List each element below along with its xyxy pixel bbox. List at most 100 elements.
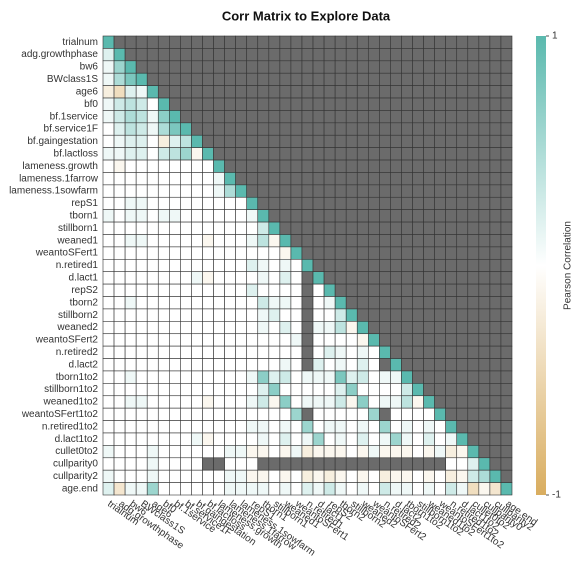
cell bbox=[169, 432, 181, 446]
empty-cell bbox=[301, 221, 314, 235]
empty-cell bbox=[323, 271, 336, 285]
cell bbox=[268, 383, 281, 397]
empty-cell bbox=[445, 234, 458, 248]
empty-cell bbox=[390, 48, 402, 62]
cell bbox=[180, 296, 192, 310]
cell bbox=[367, 370, 380, 384]
empty-cell bbox=[434, 122, 446, 136]
cell bbox=[169, 147, 181, 161]
empty-cell bbox=[379, 72, 391, 86]
empty-cell bbox=[367, 246, 380, 260]
cell bbox=[146, 296, 159, 310]
cell bbox=[169, 134, 181, 148]
cell bbox=[379, 358, 391, 372]
empty-cell bbox=[235, 35, 248, 49]
empty-cell bbox=[434, 395, 446, 409]
cell bbox=[224, 234, 236, 248]
cell bbox=[102, 345, 115, 359]
cell bbox=[169, 196, 181, 210]
cell bbox=[257, 296, 270, 310]
cell bbox=[169, 333, 181, 347]
empty-cell bbox=[257, 122, 270, 136]
cell bbox=[124, 85, 137, 99]
cell bbox=[202, 234, 214, 248]
empty-cell bbox=[345, 147, 358, 161]
cell bbox=[423, 420, 435, 434]
cell bbox=[312, 420, 325, 434]
empty-cell bbox=[467, 370, 480, 384]
empty-cell bbox=[500, 283, 513, 297]
empty-cell bbox=[180, 48, 192, 62]
cell bbox=[157, 122, 170, 136]
cell bbox=[312, 296, 325, 310]
empty-cell bbox=[500, 246, 513, 260]
cell bbox=[157, 345, 170, 359]
empty-cell bbox=[146, 72, 159, 86]
cell bbox=[301, 283, 314, 297]
empty-cell bbox=[390, 97, 402, 111]
cell bbox=[312, 308, 325, 322]
cell bbox=[102, 159, 115, 173]
empty-cell bbox=[456, 420, 469, 434]
empty-cell bbox=[279, 85, 292, 99]
empty-cell bbox=[345, 271, 358, 285]
cell bbox=[102, 134, 115, 148]
cell bbox=[367, 333, 380, 347]
empty-cell bbox=[323, 258, 336, 273]
cell bbox=[135, 221, 148, 235]
cell bbox=[246, 321, 259, 335]
empty-cell bbox=[489, 258, 502, 273]
empty-cell bbox=[401, 345, 413, 359]
cell bbox=[367, 482, 380, 496]
cell bbox=[169, 469, 181, 483]
cell bbox=[268, 221, 281, 235]
empty-cell bbox=[467, 159, 480, 173]
cell bbox=[180, 445, 192, 459]
colorbar bbox=[536, 36, 546, 495]
empty-cell bbox=[423, 246, 435, 260]
empty-cell bbox=[334, 271, 347, 285]
empty-cell bbox=[323, 110, 336, 124]
empty-cell bbox=[500, 85, 513, 99]
empty-cell bbox=[434, 258, 446, 273]
empty-cell bbox=[312, 258, 325, 273]
empty-cell bbox=[180, 97, 192, 111]
cell bbox=[257, 482, 270, 496]
empty-cell bbox=[334, 85, 347, 99]
cell bbox=[135, 420, 148, 434]
cell bbox=[213, 184, 225, 198]
empty-cell bbox=[379, 184, 391, 198]
empty-cell bbox=[356, 147, 369, 161]
empty-cell bbox=[467, 283, 480, 297]
cell bbox=[146, 432, 159, 446]
empty-cell bbox=[301, 35, 314, 49]
empty-cell bbox=[312, 147, 325, 161]
empty-cell bbox=[246, 60, 259, 74]
empty-cell bbox=[456, 221, 469, 235]
cell bbox=[135, 445, 148, 459]
y-tick-label: stillborn1to2 bbox=[44, 384, 98, 395]
empty-cell bbox=[202, 35, 214, 49]
cell bbox=[224, 321, 236, 335]
empty-cell bbox=[224, 97, 236, 111]
empty-cell bbox=[345, 97, 358, 111]
empty-cell bbox=[235, 97, 248, 111]
empty-cell bbox=[478, 122, 491, 136]
cell bbox=[224, 345, 236, 359]
cell bbox=[146, 420, 159, 434]
empty-cell bbox=[500, 221, 513, 235]
empty-cell bbox=[500, 370, 513, 384]
empty-cell bbox=[356, 48, 369, 62]
empty-cell bbox=[456, 60, 469, 74]
cell bbox=[124, 469, 137, 483]
cell bbox=[224, 308, 236, 322]
empty-cell bbox=[456, 48, 469, 62]
cell bbox=[290, 308, 303, 322]
empty-cell bbox=[401, 321, 413, 335]
cell bbox=[257, 333, 270, 347]
empty-cell bbox=[246, 72, 259, 86]
empty-cell bbox=[390, 296, 402, 310]
cell bbox=[268, 457, 281, 471]
empty-cell bbox=[500, 383, 513, 397]
cell bbox=[135, 246, 148, 260]
